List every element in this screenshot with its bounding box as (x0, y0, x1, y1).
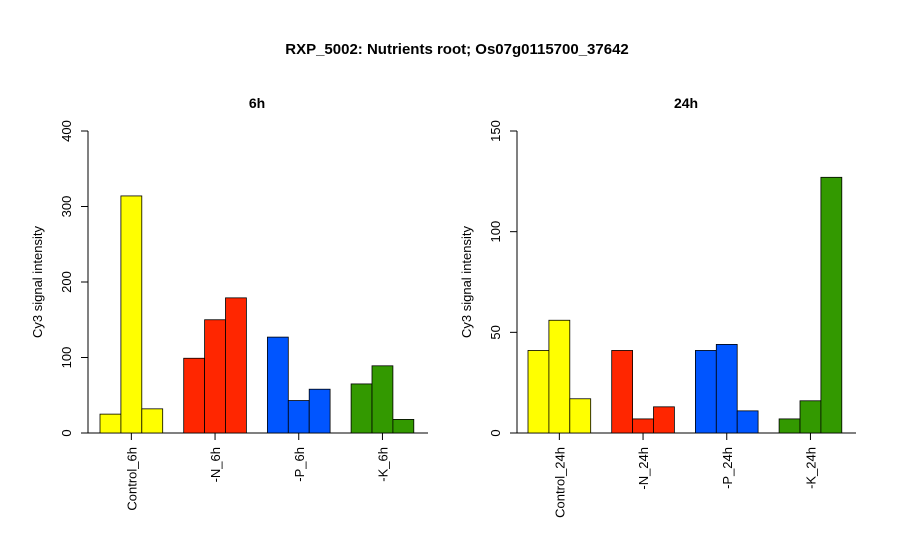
x-tick-label: -P_24h (720, 447, 735, 489)
y-tick-label: 50 (488, 325, 503, 339)
y-tick-label: 100 (59, 347, 74, 369)
y-tick-label: 0 (59, 429, 74, 436)
bar-1-2-2 (736, 410, 759, 434)
x-tick-label: -K_24h (803, 447, 818, 489)
bar-0-1-2 (225, 297, 247, 434)
bar-0-3-2 (392, 419, 415, 434)
bar-0-1-1 (204, 319, 226, 434)
x-tick-label: -K_6h (375, 447, 390, 482)
bar-1-1-1 (632, 418, 654, 434)
y-tick-label: 300 (59, 196, 74, 218)
x-tick-label: -N_6h (208, 447, 223, 482)
bar-0-3-1 (371, 365, 394, 434)
bar-1-3-1 (799, 400, 822, 434)
y-tick-label: 400 (59, 120, 74, 142)
bar-1-0-2 (569, 398, 592, 434)
x-tick-label: -P_6h (292, 447, 307, 482)
panel-title-6h: 6h (249, 95, 265, 111)
bar-1-0-0 (527, 350, 550, 434)
chart-panel-24h: 24h Cy3 signal intensity 0 50 100 150 Contro… (459, 95, 856, 518)
bar-1-2-0 (695, 350, 717, 434)
y-axis-label-24h: Cy3 signal intensity (459, 226, 474, 338)
bar-1-3-2 (820, 176, 843, 434)
bar-1-2-1 (715, 344, 738, 434)
y-tick-label: 200 (59, 271, 74, 293)
panel-title-24h: 24h (674, 95, 698, 111)
bar-0-2-2 (308, 388, 331, 434)
bar-0-2-0 (266, 336, 289, 434)
bar-0-3-0 (350, 383, 373, 434)
y-tick-label: 100 (488, 221, 503, 243)
bar-0-0-0 (99, 413, 122, 434)
bar-1-1-2 (653, 406, 675, 434)
y-axis-label-6h: Cy3 signal intensity (30, 226, 45, 338)
x-tick-label: Control_6h (124, 447, 139, 511)
y-tick-label: 0 (488, 429, 503, 436)
figure-title: RXP_5002: Nutrients root; Os07g0115700_3… (285, 41, 629, 58)
chart-panel-6h: 6h Cy3 signal intensity 0 100 200 300 400 Con… (30, 95, 428, 511)
x-tick-label: -N_24h (636, 447, 651, 490)
y-tick-label: 150 (488, 120, 503, 142)
bar-1-0-1 (548, 319, 571, 434)
bar-0-2-1 (287, 400, 310, 434)
bar-0-0-1 (120, 195, 143, 434)
bar-0-0-2 (141, 408, 164, 434)
bar-1-1-0 (611, 350, 634, 434)
bar-0-1-0 (183, 357, 205, 434)
bar-1-3-0 (778, 418, 801, 434)
x-tick-label: Control_24h (552, 447, 567, 518)
